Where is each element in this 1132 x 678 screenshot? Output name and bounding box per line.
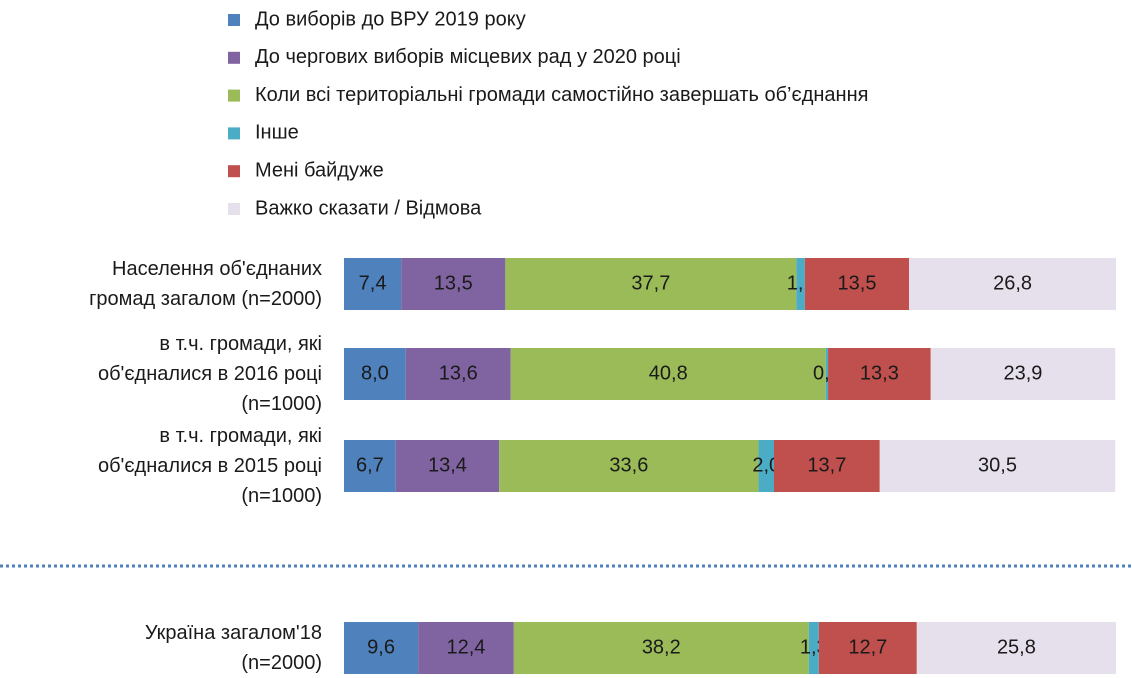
bar-segment — [499, 440, 759, 492]
bar-segment — [344, 622, 419, 674]
data-label: 13,6 — [439, 362, 478, 384]
bar-segment — [401, 258, 506, 310]
data-label: 9,6 — [367, 636, 395, 658]
bar-segment — [505, 258, 797, 310]
data-label: 13,7 — [807, 454, 846, 476]
data-label: 40,8 — [649, 362, 688, 384]
data-label: 6,7 — [356, 454, 384, 476]
bar-segment — [344, 258, 402, 310]
data-label: 7,4 — [359, 272, 387, 294]
bar-segment — [344, 348, 406, 400]
legend-swatch — [228, 14, 240, 26]
data-label: 25,8 — [997, 636, 1036, 658]
legend-swatch — [228, 89, 240, 102]
bar-segment — [909, 258, 1116, 310]
legend-label: Мені байдуже — [255, 159, 384, 181]
bar-segment — [758, 440, 775, 492]
bar-segment — [828, 348, 931, 400]
bar-segment — [930, 348, 1116, 400]
category-label: Україна загалом'18 (n=2000) — [144, 622, 322, 674]
data-label: 33,6 — [609, 454, 648, 476]
legend-label: Важко сказати / Відмова — [255, 197, 482, 219]
data-label: 26,8 — [993, 272, 1032, 294]
legend-label: Коли всі територіальні громади самостійн… — [255, 84, 868, 106]
bar-segment — [804, 258, 910, 310]
data-label: 12,4 — [447, 636, 486, 658]
bar-segment — [808, 622, 819, 674]
bar-segment — [405, 348, 511, 400]
bar-segment — [796, 258, 805, 310]
bar-segment — [513, 622, 809, 674]
bar-segment — [774, 440, 880, 492]
data-label: 30,5 — [978, 454, 1017, 476]
category-label: в т.ч. громади, які об'єдналися в 2016 р… — [97, 333, 322, 415]
category-label: в т.ч. громади, які об'єдналися в 2015 р… — [97, 425, 322, 507]
bar-segment — [879, 440, 1116, 492]
data-label: 37,7 — [631, 272, 670, 294]
category-label: Населення об'єднаних громад загалом (n=2… — [89, 258, 322, 310]
legend-swatch — [228, 165, 240, 178]
bar-segment — [916, 622, 1116, 674]
legend-swatch — [228, 127, 240, 140]
data-label: 13,5 — [838, 272, 877, 294]
bar-segment — [818, 622, 917, 674]
legend-swatch — [228, 51, 240, 64]
data-label: 8,0 — [361, 362, 389, 384]
legend-label: До виборів до ВРУ 2019 року — [255, 8, 526, 30]
data-label: 13,5 — [434, 272, 473, 294]
bar-segment — [344, 440, 396, 492]
data-label: 38,2 — [642, 636, 681, 658]
data-label: 12,7 — [848, 636, 887, 658]
legend-swatch — [228, 203, 240, 215]
legend-label: Інше — [255, 122, 299, 144]
data-label: 23,9 — [1004, 362, 1043, 384]
data-label: 13,3 — [860, 362, 899, 384]
bar-segment — [510, 348, 826, 400]
data-label: 2,0 — [752, 454, 780, 476]
data-label: 13,4 — [428, 454, 467, 476]
legend-label: До чергових виборів місцевих рад у 2020 … — [255, 46, 681, 68]
bar-segment — [418, 622, 514, 674]
bar-segment — [395, 440, 500, 492]
bar-segment — [825, 348, 829, 400]
